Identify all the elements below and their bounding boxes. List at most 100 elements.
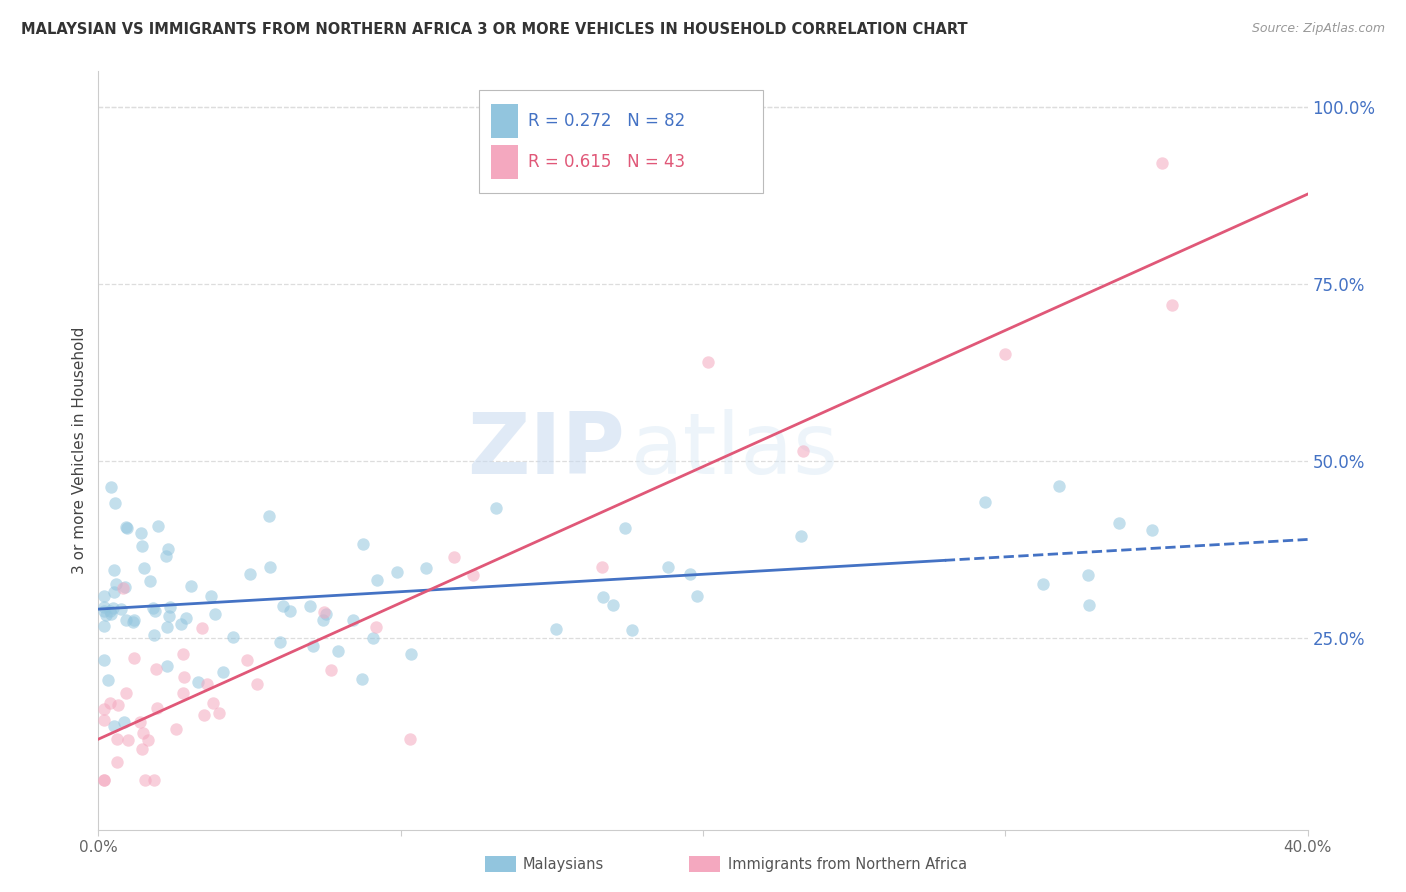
Point — [399, 732, 422, 747]
Point — [299, 599, 322, 613]
Point — [239, 566, 262, 581]
Point — [352, 672, 374, 686]
Point — [401, 648, 423, 662]
Point — [352, 537, 374, 551]
FancyBboxPatch shape — [479, 90, 763, 193]
Point — [312, 605, 335, 619]
Point — [621, 623, 644, 637]
Point — [208, 706, 231, 720]
Point — [342, 613, 364, 627]
Point — [443, 550, 465, 565]
Point — [686, 589, 709, 603]
Point — [1108, 516, 1130, 531]
Text: Malaysians: Malaysians — [523, 857, 605, 871]
Point — [93, 604, 115, 618]
Point — [385, 565, 408, 579]
Point — [148, 518, 170, 533]
Point — [364, 619, 387, 633]
Text: R = 0.272   N = 82: R = 0.272 N = 82 — [527, 112, 685, 130]
Point — [792, 443, 814, 458]
Point — [180, 579, 202, 593]
Point — [1032, 576, 1054, 591]
Point — [105, 755, 128, 769]
Point — [246, 677, 269, 691]
Point — [544, 623, 567, 637]
Point — [259, 559, 281, 574]
Point — [195, 677, 218, 691]
Point — [172, 686, 194, 700]
Point — [93, 713, 115, 727]
Point — [187, 674, 209, 689]
Point — [269, 635, 291, 649]
Point — [101, 600, 124, 615]
Point — [131, 539, 153, 553]
Point — [461, 567, 484, 582]
Point — [790, 529, 813, 543]
Point — [132, 725, 155, 739]
Text: atlas: atlas — [630, 409, 838, 492]
Point — [278, 604, 301, 618]
Point — [657, 560, 679, 574]
Point — [1077, 598, 1099, 612]
Point — [93, 702, 115, 716]
Point — [614, 520, 637, 534]
Point — [143, 604, 166, 618]
Point — [302, 640, 325, 654]
Point — [103, 563, 125, 577]
Point — [103, 585, 125, 599]
Point — [159, 599, 181, 614]
Point — [93, 599, 115, 614]
Point — [200, 589, 222, 603]
Point — [93, 589, 115, 603]
Point — [139, 574, 162, 588]
Point — [193, 708, 215, 723]
Point — [100, 479, 122, 493]
Point — [117, 733, 139, 747]
Point — [328, 644, 350, 658]
Point — [136, 733, 159, 747]
Point — [111, 581, 134, 595]
Y-axis label: 3 or more Vehicles in Household: 3 or more Vehicles in Household — [72, 326, 87, 574]
Point — [974, 495, 997, 509]
Point — [114, 714, 136, 729]
FancyBboxPatch shape — [492, 145, 517, 179]
Text: ZIP: ZIP — [467, 409, 624, 492]
Point — [98, 696, 121, 710]
Point — [145, 700, 167, 714]
Point — [156, 620, 179, 634]
Point — [98, 604, 121, 618]
Point — [131, 741, 153, 756]
Point — [165, 723, 187, 737]
Point — [134, 772, 156, 787]
Point — [169, 617, 191, 632]
Point — [1152, 156, 1174, 170]
Point — [115, 521, 138, 535]
Point — [155, 549, 177, 563]
Point — [128, 714, 150, 729]
Point — [172, 647, 194, 661]
Point — [97, 673, 120, 687]
Point — [114, 613, 136, 627]
FancyBboxPatch shape — [492, 104, 517, 138]
Point — [104, 496, 127, 510]
Point — [105, 577, 128, 591]
Point — [222, 630, 245, 644]
Point — [191, 622, 214, 636]
Point — [157, 608, 180, 623]
Point — [201, 696, 224, 710]
Point — [1047, 479, 1070, 493]
Point — [100, 607, 122, 621]
Point — [602, 599, 624, 613]
Point — [96, 607, 118, 622]
Point — [1140, 523, 1163, 537]
Point — [145, 662, 167, 676]
Point — [129, 526, 152, 541]
Text: MALAYSIAN VS IMMIGRANTS FROM NORTHERN AFRICA 3 OR MORE VEHICLES IN HOUSEHOLD COR: MALAYSIAN VS IMMIGRANTS FROM NORTHERN AF… — [21, 22, 967, 37]
Point — [273, 599, 295, 614]
Point — [107, 732, 129, 747]
Point — [204, 607, 226, 622]
Text: Source: ZipAtlas.com: Source: ZipAtlas.com — [1251, 22, 1385, 36]
Point — [319, 663, 342, 677]
Point — [93, 619, 115, 633]
Point — [592, 590, 614, 604]
